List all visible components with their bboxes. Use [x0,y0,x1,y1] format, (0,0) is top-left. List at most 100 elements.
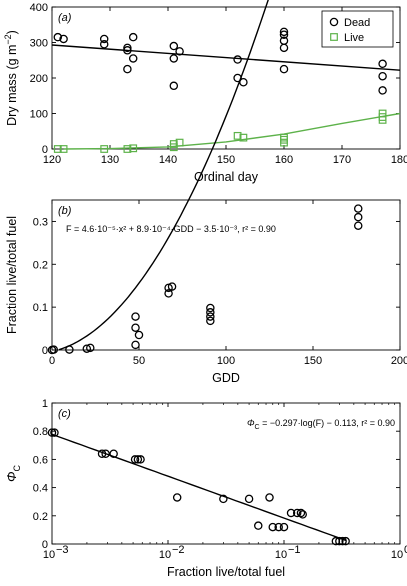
data-point-live [175,138,184,147]
panel-tag: (b) [58,205,72,217]
data-point-circle [353,204,363,213]
y-tick-label: 0.2 [33,259,48,271]
x-tick-label: 140 [159,154,177,166]
x-tick-label: 160 [275,154,293,166]
data-point-dead [169,41,179,51]
data-point-circle [206,308,215,317]
x-tick-exponent: 0 [404,544,407,556]
y-axis-label-close: ) [5,30,19,34]
x-tick-label: 200 [391,355,407,367]
x-tick-label: 50 [133,355,145,367]
data-point-circle [341,536,350,546]
data-point-circle [292,508,302,518]
data-point-circle [296,508,306,518]
x-tick-label: 0 [49,355,55,367]
fit-line-series [58,0,269,351]
data-point-dead [279,64,289,74]
legend-label-dead: Dead [344,17,370,29]
data-point-circle [274,522,283,532]
y-axis-label-main: Φ [5,472,19,482]
x-tick-label: 170 [333,154,351,166]
x-tick-label: 150 [217,154,235,166]
data-point-dead [279,30,289,39]
panel-tag: (c) [58,408,71,420]
y-tick-label: 0 [42,144,48,156]
data-point-dead [378,71,387,81]
y-tick-label: 300 [30,38,48,50]
data-point-circle [49,345,58,354]
x-tick-label: 180 [391,154,407,166]
y-tick-label: 0 [42,345,48,357]
equation: ΦC = −0.297·log(F) − 0.113, r² = 0.90 [247,418,395,431]
legend: Dead Live [321,10,394,48]
data-point-circle [131,312,140,321]
data-point-circle [131,340,140,350]
data-point-dead [233,55,242,64]
panel-b: 0 50 100 150 200 0 0.1 0.2 0.3 GDD Fraction live/t… [5,0,407,385]
y-tick-label: 200 [30,73,48,85]
data-point-circle [65,345,74,354]
data-point-live [169,140,178,148]
data-point-dead [175,47,184,56]
data-point-circle [109,449,118,459]
data-point-dead [279,43,289,53]
data-point-dead [378,86,387,95]
data-point-dead [169,81,179,91]
data-point-circle [265,493,274,502]
data-point-circle [219,494,228,504]
x-tick-label: 10 [275,549,287,561]
y-tick-label: 0.2 [33,511,48,523]
y-axis-label: ΦC [5,465,22,482]
data-point-circle [298,510,307,519]
data-point-circle [130,455,140,464]
x-tick-exponent: −2 [172,544,185,556]
legend-label-live: Live [344,32,364,44]
x-tick-label: 10 [159,549,171,561]
plot-frame [51,199,401,351]
data-point-circle [254,521,263,530]
data-point-dead [53,32,63,42]
data-point-live [100,145,109,153]
x-tick-label: 120 [43,154,61,166]
data-point-circle [136,455,145,464]
data-point-circle [206,303,215,313]
y-axis-label-main: Fraction live/total fuel [5,216,19,334]
data-point-circle [172,493,182,502]
data-point-circle [268,522,278,532]
y-axis-label: Dry mass (g m−2) [3,30,19,126]
data-point-dead [123,46,132,55]
data-point-dead [99,34,109,44]
data-point-circle [133,455,143,464]
data-point-circle [97,449,107,459]
data-point-circle [47,428,57,437]
equation-rest: = −0.297·log(F) − 0.113, r² = 0.90 [260,418,395,428]
x-tick-label: 130 [101,154,119,166]
data-point-dead [378,59,387,69]
data-point-circle [164,289,173,298]
x-tick-label: 10 [391,549,403,561]
x-tick-exponent: −3 [56,544,69,556]
data-point-circle [335,536,344,546]
y-axis-label-sup: −2 [3,34,13,44]
y-tick-label: 0.3 [33,216,48,228]
panel-a: 120 130 140 150 160 170 180 0 100 200 300 400 Ordina… [3,2,407,184]
y-axis-label: Fraction live/total fuel [5,216,19,334]
legend-marker-dead [329,17,339,27]
x-tick-exponent: −1 [288,544,301,556]
y-tick-label: 0.8 [33,426,48,438]
data-point-circle [353,212,363,222]
data-point-live [123,145,132,153]
x-tick-label: 150 [304,355,322,367]
data-point-dead [128,54,138,63]
data-point-dead [128,32,138,42]
y-tick-label: 0.6 [33,454,48,466]
data-point-live [280,133,288,142]
data-point-circle [50,428,59,437]
data-point-circle [131,323,140,332]
data-point-dead [169,54,179,63]
x-axis-label: Ordinal day [194,170,259,184]
legend-marker-live [330,33,338,41]
equation-symbol: Φ [247,418,255,428]
